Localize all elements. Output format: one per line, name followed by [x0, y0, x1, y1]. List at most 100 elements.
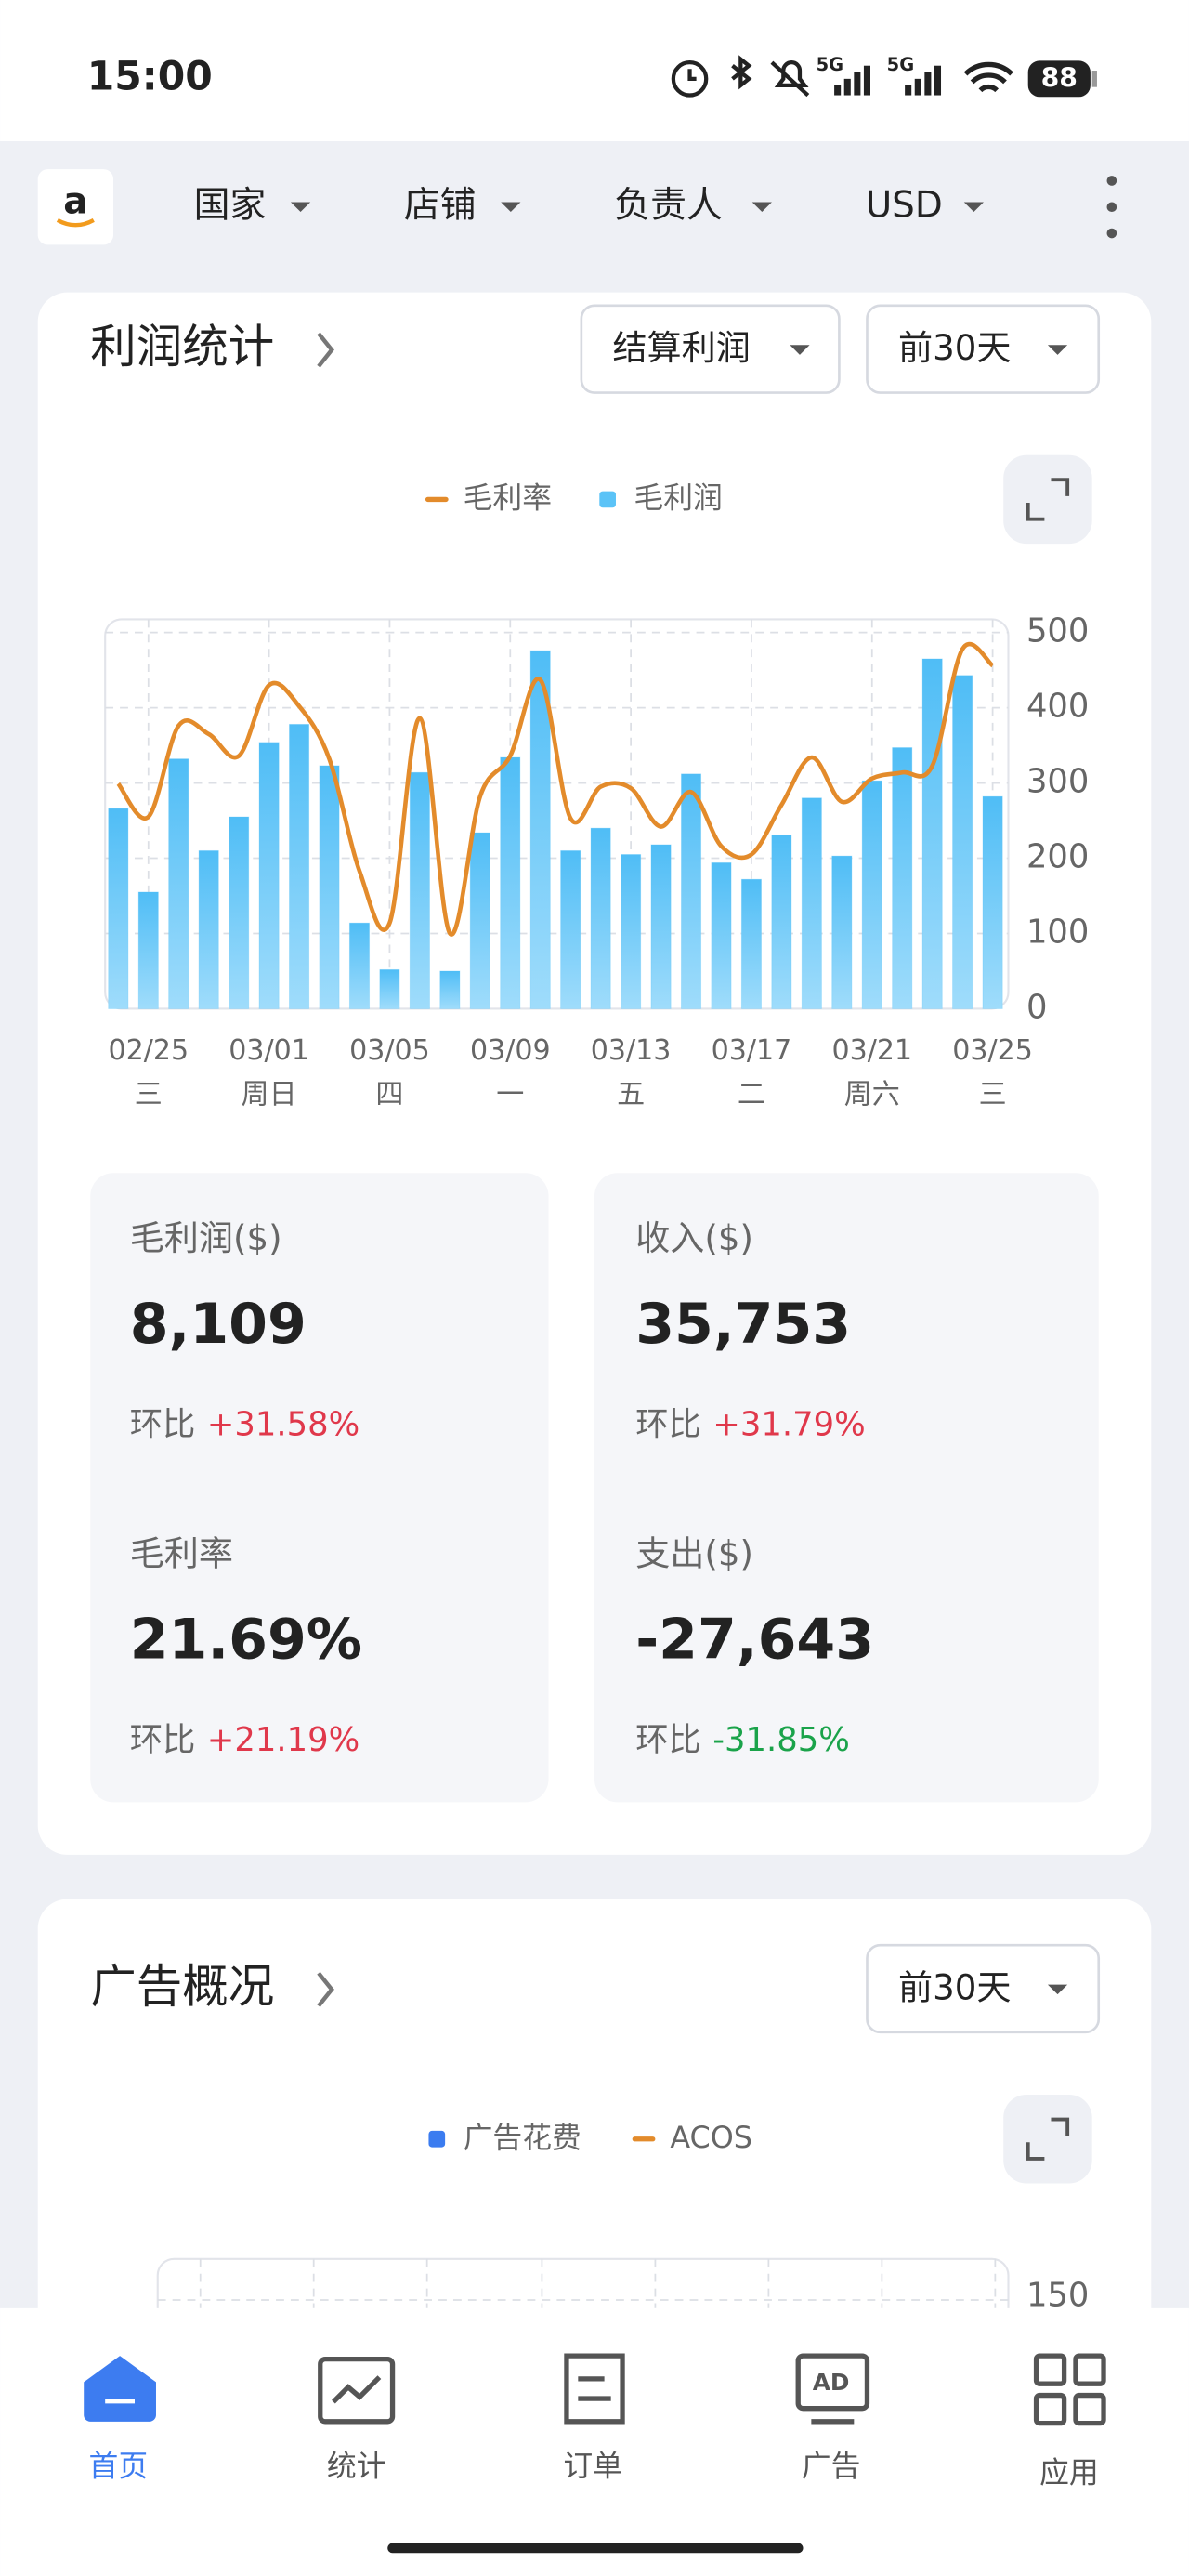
- y-tick-label: 0: [1026, 988, 1048, 1026]
- network-label: 5G: [887, 54, 914, 75]
- bar: [409, 771, 430, 1009]
- legend-swatch: [428, 2130, 446, 2148]
- expand-button[interactable]: [1003, 454, 1092, 545]
- expand-button[interactable]: [1003, 2095, 1092, 2184]
- nav-label[interactable]: 应用: [1039, 2454, 1099, 2490]
- compare-label: 环比: [635, 1721, 701, 1759]
- stat-card: [90, 1173, 549, 1803]
- bar: [740, 878, 762, 1009]
- home-indicator: [387, 2543, 804, 2554]
- nav-icon-home-bar: [105, 2399, 135, 2404]
- dropdown-label: 结算利润: [612, 328, 750, 368]
- x-tick-label: 03/21: [831, 1034, 912, 1067]
- bar: [137, 891, 159, 1009]
- dropdown-label: 前30天: [898, 1967, 1011, 2007]
- dropdown[interactable]: [580, 304, 841, 394]
- legend-label: 毛利率: [464, 480, 552, 515]
- x-tick-sublabel: 一: [496, 1079, 524, 1111]
- legend-label: 毛利润: [634, 480, 722, 515]
- x-tick-sublabel: 三: [979, 1079, 1007, 1111]
- x-tick-sublabel: 周日: [242, 1079, 297, 1111]
- x-tick-label: 03/01: [229, 1034, 309, 1067]
- caret: [963, 202, 984, 213]
- nav-label[interactable]: 首页: [89, 2448, 149, 2483]
- x-tick-label: 02/25: [108, 1034, 189, 1067]
- plot-frame: [104, 618, 1010, 1010]
- battery-level: 88: [1041, 63, 1078, 94]
- y-tick-label: 200: [1026, 838, 1089, 876]
- stat-label: 支出($): [635, 1534, 753, 1574]
- filter-label[interactable]: 店铺: [404, 184, 477, 226]
- filter-label[interactable]: 负责人: [614, 184, 723, 226]
- expand-icon: [1026, 478, 1070, 521]
- dropdown-label: 前30天: [898, 328, 1011, 368]
- nav-label[interactable]: 统计: [327, 2448, 386, 2483]
- x-tick-label: 03/17: [712, 1034, 792, 1067]
- legend-swatch: [632, 2136, 656, 2142]
- x-tick-label: 03/09: [470, 1034, 551, 1067]
- bar: [831, 855, 853, 1009]
- bar: [680, 773, 702, 1009]
- x-tick-label: 03/05: [349, 1034, 430, 1067]
- more-menu[interactable]: [1106, 176, 1117, 239]
- bar: [348, 922, 371, 1009]
- x-tick-sublabel: 三: [135, 1079, 163, 1111]
- y-tick-label: 150: [1026, 2276, 1089, 2314]
- chevron: [317, 332, 334, 368]
- status-bar: [0, 0, 1189, 142]
- bar: [560, 849, 581, 1009]
- logo-smile: [56, 217, 95, 228]
- bar: [952, 675, 973, 1009]
- battery: [1027, 60, 1091, 98]
- line: [116, 641, 995, 937]
- bar: [982, 795, 1003, 1009]
- stat-value: -27,643: [635, 1607, 874, 1672]
- nav-label[interactable]: 订单: [563, 2448, 622, 2483]
- bar: [258, 742, 280, 1009]
- compare-change: -31.85%: [712, 1721, 850, 1759]
- legend-label: ACOS: [670, 2120, 752, 2155]
- caret: [1047, 345, 1068, 355]
- bar: [379, 968, 400, 1009]
- store-logo[interactable]: [37, 169, 114, 245]
- bottom-nav: [0, 2307, 1189, 2576]
- compare-label: 环比: [635, 1406, 701, 1444]
- compare-label: 环比: [130, 1721, 196, 1759]
- bar: [319, 765, 340, 1009]
- network-label: 5G: [817, 54, 843, 75]
- bar: [500, 756, 521, 1009]
- legend-swatch: [425, 496, 449, 503]
- bar: [861, 780, 882, 1009]
- expand-icon: [1026, 2117, 1070, 2161]
- section-title[interactable]: 广告概况: [90, 1959, 274, 2013]
- filter-label[interactable]: USD: [866, 184, 943, 226]
- x-tick-sublabel: 二: [738, 1079, 765, 1111]
- caret: [290, 202, 311, 213]
- battery-tip: [1091, 71, 1097, 87]
- section-title[interactable]: 利润统计: [90, 320, 274, 374]
- compare-change: +31.58%: [207, 1406, 359, 1444]
- x-tick-sublabel: 周六: [844, 1079, 900, 1111]
- dropdown[interactable]: [866, 1943, 1101, 2034]
- bar: [469, 832, 490, 1009]
- signal-2: [905, 65, 942, 96]
- chevron: [317, 1971, 334, 2007]
- compare-label: 环比: [130, 1406, 196, 1444]
- wifi-icon: [963, 61, 1013, 93]
- stat-label: 毛利率: [130, 1534, 233, 1574]
- compare-change: +31.79%: [712, 1406, 865, 1444]
- bar: [289, 723, 310, 1009]
- filter-label[interactable]: 国家: [194, 184, 267, 226]
- bar: [771, 834, 792, 1009]
- caret: [1047, 1984, 1068, 1995]
- x-tick-label: 03/25: [952, 1034, 1033, 1067]
- bar: [621, 854, 642, 1009]
- dropdown[interactable]: [866, 304, 1101, 394]
- nav-label[interactable]: 广告: [802, 2448, 861, 2483]
- bar: [198, 849, 219, 1009]
- stat-card: [594, 1173, 1099, 1803]
- time: 15:00: [87, 54, 213, 99]
- logo-letter: a: [63, 181, 87, 223]
- y-tick-label: 500: [1026, 612, 1089, 651]
